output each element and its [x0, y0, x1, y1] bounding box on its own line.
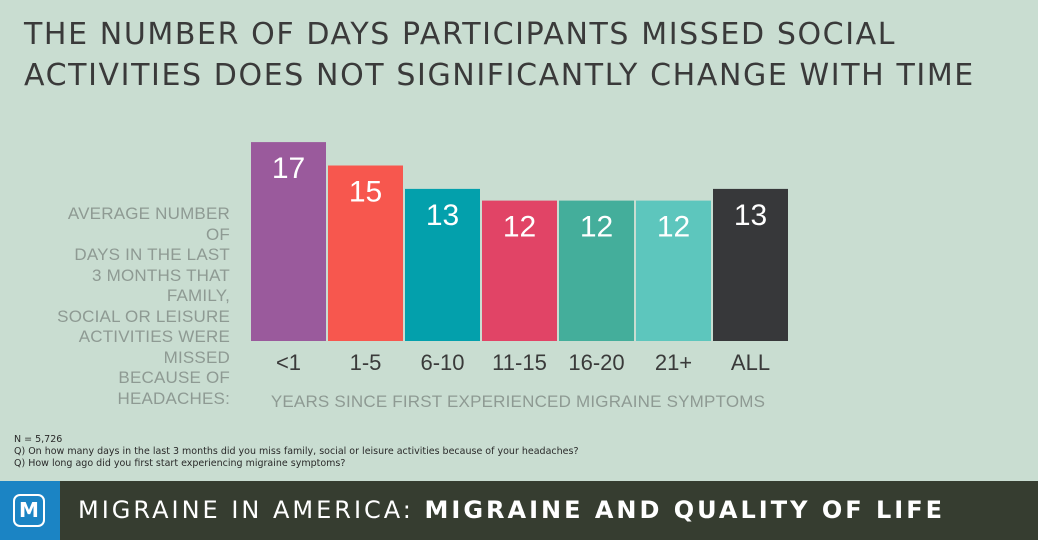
y-axis-label-line: DAYS IN THE LAST — [74, 245, 230, 264]
x-tick-label: 1-5 — [350, 350, 382, 375]
title-line-1: THE NUMBER OF DAYS PARTICIPANTS MISSED S… — [24, 17, 897, 52]
migraine-logo-icon: M — [13, 494, 45, 527]
bar-value-label: 17 — [272, 152, 305, 185]
bar-value-label: 13 — [426, 199, 459, 232]
sample-size-note: N = 5,726 — [14, 434, 63, 445]
x-tick-label: 21+ — [655, 350, 692, 375]
bar-<1 — [251, 142, 326, 341]
page-title: THE NUMBER OF DAYS PARTICIPANTS MISSED S… — [24, 14, 1024, 96]
bar-chart: 17 <1 15 1-5 13 6-10 12 11-15 12 16-20 12 21+ 13 ALL — [251, 142, 788, 375]
footer-title-regular: MIGRAINE IN AMERICA: — [78, 496, 425, 524]
bar-6-10 — [405, 188, 480, 341]
y-axis-label-line: BECAUSE OF HEADACHES: — [117, 368, 230, 408]
x-tick-label: ALL — [731, 350, 770, 375]
bar-value-label: 13 — [734, 199, 767, 232]
x-axis-label: YEARS SINCE FIRST EXPERIENCED MIGRAINE S… — [270, 392, 766, 411]
bar-16-20 — [559, 200, 634, 341]
bar-11-15 — [482, 200, 557, 341]
bar-value-label: 12 — [503, 211, 536, 244]
bar-21+ — [636, 200, 711, 341]
footer-title-bold: MIGRAINE AND QUALITY OF LIFE — [424, 496, 945, 524]
bar-ALL — [713, 188, 788, 341]
x-tick-label: 11-15 — [492, 350, 547, 375]
x-tick-label: 6-10 — [420, 350, 464, 375]
bar-1-5 — [328, 165, 403, 341]
logo: M — [0, 481, 60, 540]
bar-value-label: 12 — [580, 211, 613, 244]
y-axis-label: AVERAGE NUMBER OF DAYS IN THE LAST 3 MON… — [40, 204, 230, 409]
question-note-1: Q) On how many days in the last 3 months… — [14, 446, 579, 457]
footer-banner: M MIGRAINE IN AMERICA: MIGRAINE AND QUAL… — [0, 481, 1038, 540]
y-axis-label-line: 3 MONTHS THAT FAMILY, — [92, 265, 230, 306]
y-axis-label-line: AVERAGE NUMBER OF — [67, 204, 230, 244]
y-axis-label-line: ACTIVITIES WERE MISSED — [78, 327, 230, 367]
question-note-2: Q) How long ago did you first start expe… — [14, 458, 346, 469]
x-tick-label: <1 — [276, 350, 301, 375]
bar-value-label: 15 — [349, 176, 382, 209]
title-line-2: ACTIVITIES DOES NOT SIGNIFICANTLY CHANGE… — [24, 58, 975, 93]
footnotes: N = 5,726 Q) On how many days in the las… — [14, 434, 579, 470]
y-axis-label-line: SOCIAL OR LEISURE — [57, 306, 230, 326]
x-tick-label: 16-20 — [568, 350, 624, 375]
footer-title: MIGRAINE IN AMERICA: MIGRAINE AND QUALIT… — [78, 495, 945, 525]
bar-value-label: 12 — [657, 211, 690, 244]
